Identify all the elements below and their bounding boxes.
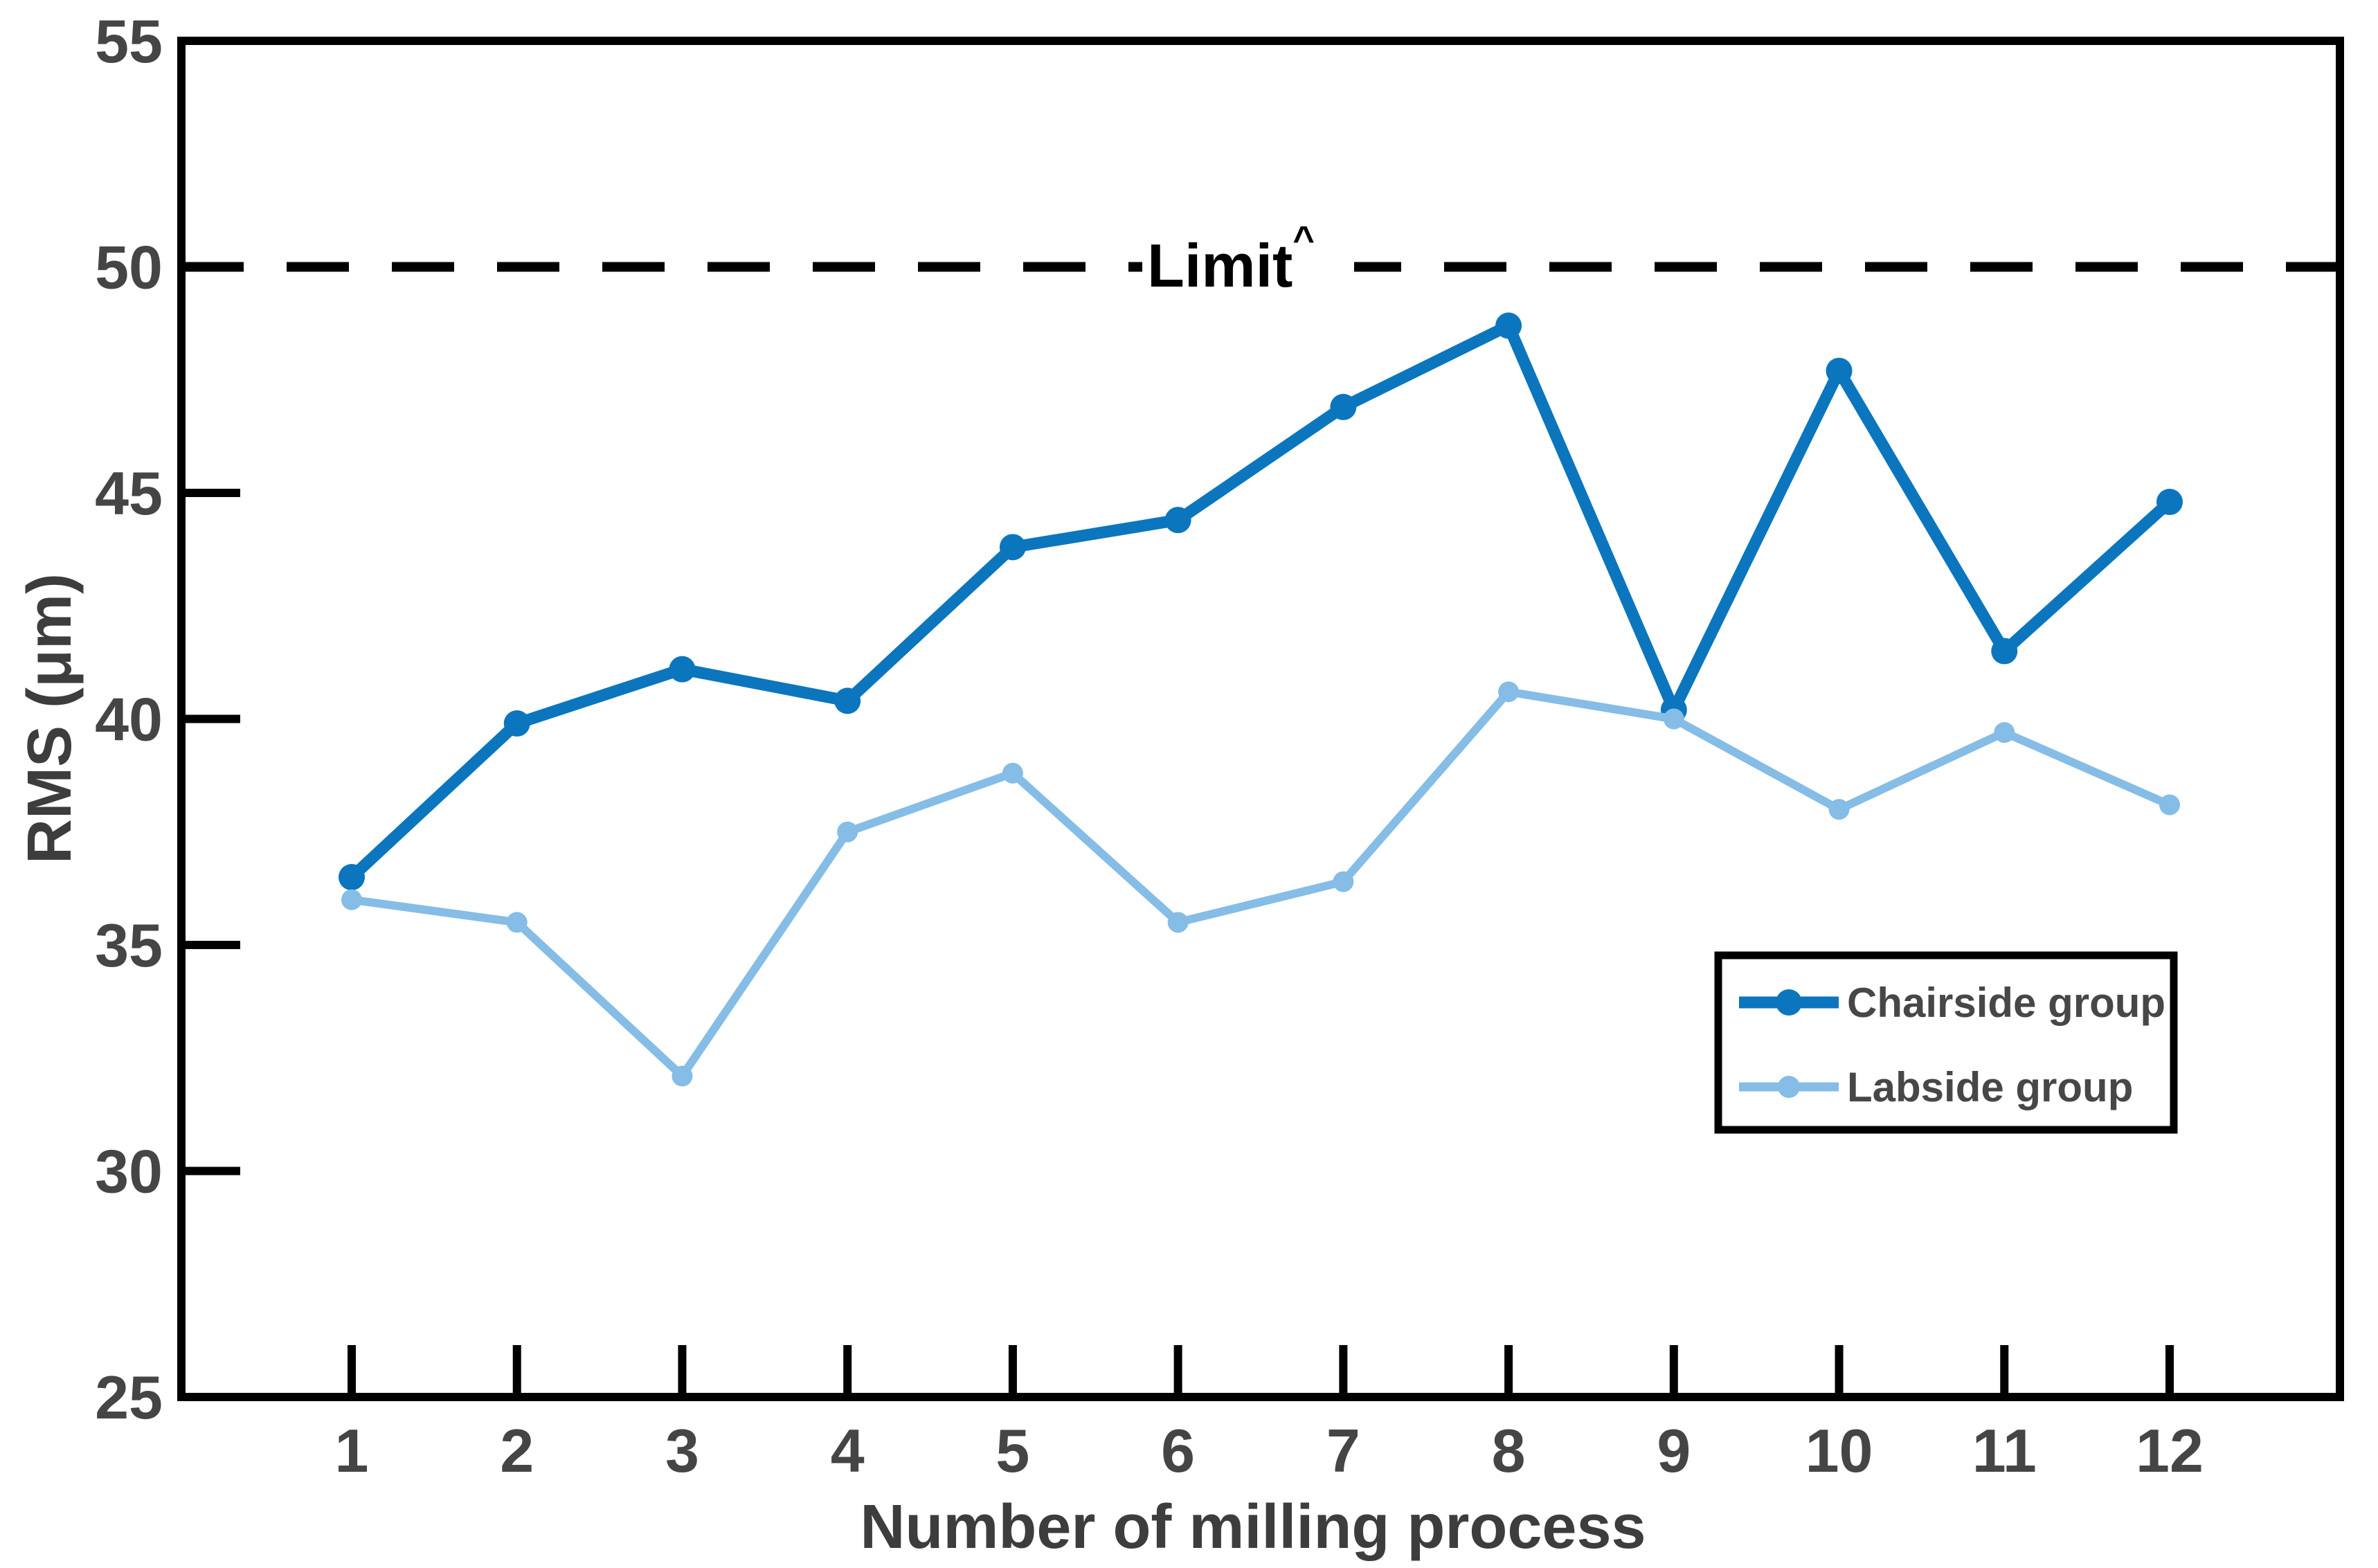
x-tick-label: 2 (500, 1416, 534, 1485)
data-point-chairside-group (503, 710, 530, 737)
x-tick-label: 9 (1657, 1416, 1691, 1485)
limit-superscript: ^ (1292, 219, 1315, 260)
data-point-labside-group (837, 821, 858, 842)
data-point-chairside-group (834, 687, 861, 714)
x-axis-ticks: 1 2 3 4 5 6 7 8 9 10 11 12 (335, 1345, 2204, 1485)
y-tick-label: 55 (95, 7, 163, 75)
data-point-labside-group (1167, 912, 1189, 933)
series-line-chairside-group (345, 319, 2176, 883)
legend-label-labside: Labside group (1847, 1064, 2133, 1110)
data-point-labside-group (341, 889, 362, 910)
y-tick-label: 40 (95, 685, 163, 754)
plot-area-border (177, 37, 2344, 1401)
y-tick-label: 45 (95, 459, 163, 528)
y-tick-label: 30 (95, 1137, 163, 1206)
x-tick-label: 10 (1805, 1416, 1873, 1485)
data-point-chairside-group (1164, 507, 1191, 534)
x-tick-label: 11 (1972, 1416, 2037, 1485)
data-point-labside-group (1994, 722, 2015, 744)
y-tick-label: 50 (95, 233, 163, 302)
limit-label: Limit^ (1147, 219, 1315, 300)
data-point-labside-group (672, 1065, 693, 1087)
data-point-labside-group (1663, 708, 1684, 730)
data-point-labside-group (1002, 762, 1023, 784)
data-point-chairside-group (1826, 357, 1853, 384)
legend-sample-marker-labside (1778, 1076, 1800, 1098)
series-lines (339, 312, 2183, 1087)
data-point-chairside-group (999, 534, 1026, 561)
data-point-chairside-group (1495, 312, 1522, 339)
x-tick-label: 6 (1161, 1416, 1195, 1485)
data-point-labside-group (506, 912, 528, 933)
data-point-chairside-group (1330, 393, 1357, 420)
legend-sample-marker-chairside (1776, 989, 1802, 1016)
y-axis-ticks: 25 30 35 40 45 50 55 (95, 7, 240, 1432)
data-point-labside-group (1828, 799, 1850, 820)
limit-label-mask (1142, 220, 1354, 309)
x-tick-label: 8 (1492, 1416, 1526, 1485)
x-tick-label: 1 (335, 1416, 369, 1485)
data-point-chairside-group (669, 656, 696, 683)
x-tick-label: 5 (996, 1416, 1029, 1485)
legend-label-chairside: Chairside group (1847, 980, 2165, 1026)
data-point-labside-group (1498, 681, 1520, 703)
data-point-chairside-group (339, 864, 365, 891)
y-axis-title: RMS (μm) (15, 573, 84, 864)
x-tick-label: 4 (831, 1416, 865, 1485)
data-point-labside-group (2159, 794, 2180, 815)
y-tick-label: 25 (95, 1363, 163, 1432)
x-tick-label: 3 (665, 1416, 699, 1485)
data-point-chairside-group (2156, 489, 2183, 516)
x-tick-label: 7 (1326, 1416, 1360, 1485)
y-tick-label: 35 (95, 911, 163, 980)
data-point-chairside-group (1991, 638, 2018, 665)
legend-box (1714, 951, 2178, 1134)
legend: Chairside group Labside group (1714, 951, 2178, 1134)
series-line-labside-group (348, 687, 2174, 1081)
x-tick-label: 12 (2136, 1416, 2204, 1485)
data-point-labside-group (1333, 871, 1354, 892)
x-axis-title: Number of milling process (860, 1493, 1646, 1562)
